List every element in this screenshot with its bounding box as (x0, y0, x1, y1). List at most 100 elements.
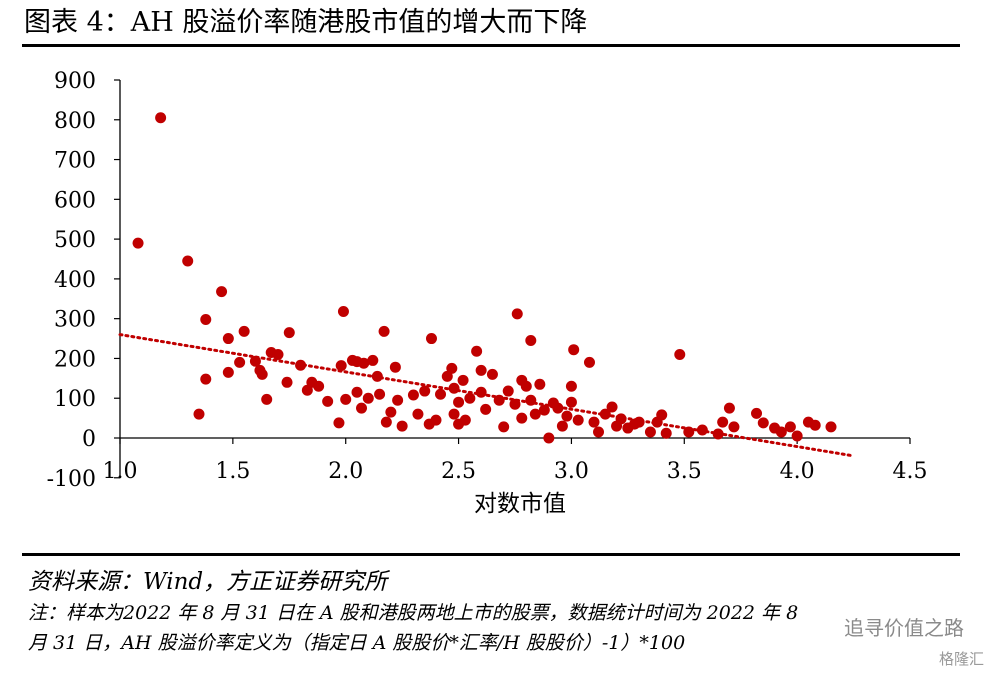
data-point (182, 255, 194, 267)
x-tick-label: 1.5 (215, 459, 250, 484)
data-point (480, 403, 492, 415)
data-point (335, 360, 347, 372)
data-point (313, 380, 325, 392)
x-tick-label: 1.0 (103, 459, 138, 484)
data-point (593, 426, 605, 438)
data-point (486, 368, 498, 380)
data-point (572, 414, 584, 426)
data-point (543, 432, 555, 444)
data-point (775, 426, 787, 438)
data-point (556, 420, 568, 432)
data-point (457, 374, 469, 386)
watermark-logo: 格隆汇 (938, 650, 984, 668)
x-tick-label: 3.0 (554, 459, 589, 484)
data-point (809, 419, 821, 431)
data-point (412, 408, 424, 420)
data-point (261, 393, 273, 405)
y-tick-label: 0 (82, 427, 96, 452)
y-tick-label: 400 (54, 268, 96, 293)
data-point (674, 348, 686, 360)
chart-title: 图表 4：AH 股溢价率随港股市值的增大而下降 (24, 7, 588, 38)
data-point (448, 408, 460, 420)
x-axis-label: 对数市值 (474, 491, 566, 517)
data-point (757, 417, 769, 429)
data-point (430, 414, 442, 426)
note-line-2: 月 31 日，AH 股溢价率定义为（指定日 A 股股价*汇率/H 股股价）-1）… (28, 632, 686, 654)
data-point (644, 426, 656, 438)
data-point (696, 424, 708, 436)
y-tick-label: 500 (54, 228, 96, 253)
data-point (784, 421, 796, 433)
data-point (295, 359, 307, 371)
data-point (333, 417, 345, 429)
data-point (419, 385, 431, 397)
data-point (791, 430, 803, 442)
data-point (351, 386, 363, 398)
data-point (502, 385, 514, 397)
data-point (561, 410, 573, 422)
scatter-plot: -100 0 100 200 300 400 500 600 700 800 900 1.0 1.5 2.… (47, 69, 928, 517)
data-point (583, 356, 595, 368)
data-point (337, 306, 349, 318)
data-point (717, 416, 729, 428)
top-rule (22, 44, 960, 47)
data-point (378, 325, 390, 337)
x-tick-label: 2.5 (441, 459, 476, 484)
data-point (446, 362, 458, 374)
data-point (435, 388, 447, 400)
data-point (322, 395, 334, 407)
y-tick-label: 900 (54, 69, 96, 94)
data-point (380, 416, 392, 428)
data-point (565, 380, 577, 392)
data-point (683, 426, 695, 438)
note-line-1: 注：样本为2022 年 8 月 31 日在 A 股和港股两地上市的股票，数据统计… (28, 602, 799, 624)
data-point (425, 333, 437, 345)
x-tick-label: 3.5 (667, 459, 702, 484)
x-tick-label: 4.0 (780, 459, 815, 484)
data-point (222, 366, 234, 378)
data-point (407, 389, 419, 401)
data-point (529, 408, 541, 420)
y-tick-label: 300 (54, 308, 96, 333)
data-point (568, 344, 580, 356)
data-point (385, 406, 397, 418)
data-point (464, 392, 476, 404)
data-point (356, 402, 368, 414)
data-point (498, 421, 510, 433)
data-point (340, 393, 352, 405)
trendline (118, 333, 856, 458)
source-line: 资料来源：Wind，方正证券研究所 (28, 569, 388, 595)
data-point (599, 408, 611, 420)
data-point (216, 286, 228, 298)
data-point (453, 396, 465, 408)
data-point (272, 348, 284, 360)
data-point (633, 416, 645, 428)
data-point (520, 380, 532, 392)
data-point (475, 386, 487, 398)
data-point (234, 356, 246, 368)
data-point (256, 368, 268, 380)
data-point (534, 378, 546, 390)
data-point (281, 376, 293, 388)
data-point (283, 327, 295, 339)
data-point (493, 394, 505, 406)
data-point (825, 421, 837, 433)
data-point (723, 402, 735, 414)
data-point (656, 409, 668, 421)
data-point (751, 407, 763, 419)
data-point (606, 401, 618, 413)
y-tick-label: 100 (54, 387, 96, 412)
data-point (371, 370, 383, 382)
data-point (525, 335, 537, 347)
data-point (509, 398, 521, 410)
bottom-rule (22, 553, 960, 556)
data-point (200, 313, 212, 325)
data-point (222, 333, 234, 345)
data-point (538, 404, 550, 416)
data-point (374, 388, 386, 400)
data-point (249, 355, 261, 367)
data-point (728, 421, 740, 433)
data-point (516, 412, 528, 424)
data-point (200, 373, 212, 385)
data-point (238, 325, 250, 337)
